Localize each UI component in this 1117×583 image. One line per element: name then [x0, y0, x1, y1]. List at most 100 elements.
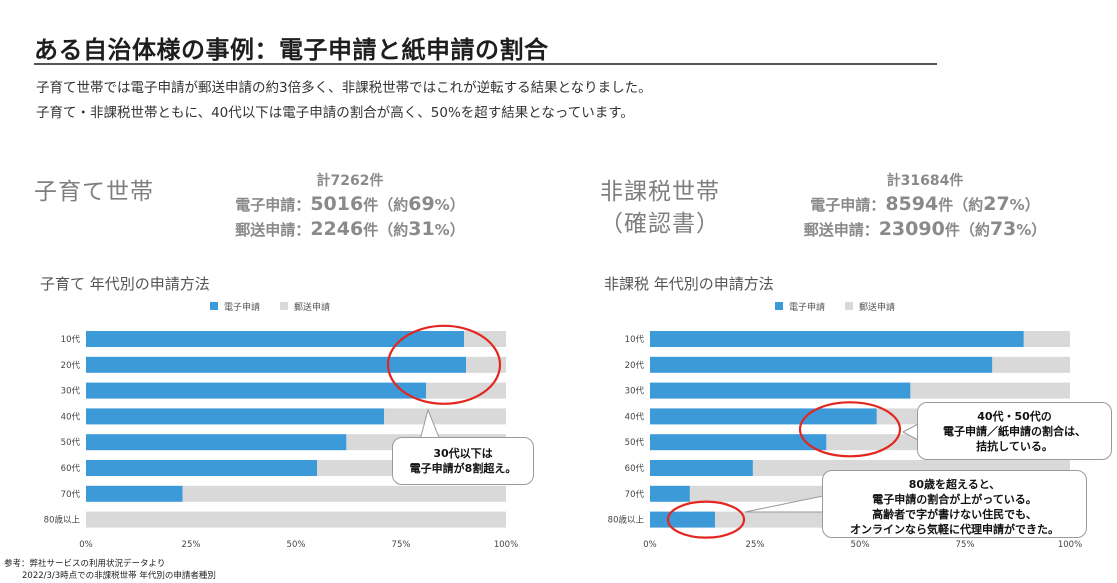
left-electronic-percent: 69 [408, 193, 435, 215]
right-callout-1-line-1: 40代・50代の [977, 410, 1052, 423]
right-bar-0-3 [650, 408, 877, 425]
right-category-label-0: 10代 [625, 334, 645, 345]
description-line-2: 子育て・非課税世帯ともに、40代以下は電子申請の割合が高く、50%を超す結果とな… [36, 105, 634, 121]
right-summary: 計31684件 電子申請：8594件（約27%） 郵送申請：23090件（約73… [795, 170, 1055, 240]
left-xtick-4: 100% [494, 540, 518, 550]
left-category-label-5: 60代 [61, 463, 81, 474]
right-xtick-2: 50% [851, 540, 870, 550]
left-electronic-end: %） [434, 196, 465, 214]
left-mail-count: 2246 [310, 218, 364, 240]
left-group-label: 子育て世帯 [34, 179, 154, 205]
right-group-label: 非課税世帯 （確認書） [600, 176, 720, 240]
right-electronic-stat: 電子申請：8594件（約27%） [795, 193, 1055, 215]
right-bar-0-1 [650, 356, 993, 373]
right-category-label-7: 80歳以上 [608, 515, 645, 526]
right-highlight-ellipse-80plus [666, 500, 746, 539]
left-category-label-2: 30代 [61, 386, 81, 397]
right-bar-0-7 [650, 511, 716, 528]
right-callout-2-line-2: 電子申請の割合が上がっている。 [872, 493, 1037, 506]
left-bar-0-3 [86, 408, 385, 425]
left-bar-1-1 [466, 356, 506, 373]
right-electronic-end: %） [1009, 196, 1040, 214]
left-legend-swatch-1 [280, 302, 288, 310]
right-bar-0-0 [650, 331, 1024, 347]
right-callout-40s-50s: 40代・50代の 電子申請／紙申請の割合は、 拮抗している。 [917, 402, 1112, 460]
left-category-label-1: 20代 [61, 360, 81, 371]
right-group-label-line-2: （確認書） [600, 211, 720, 237]
left-category-label-3: 40代 [61, 411, 81, 422]
left-electronic-label: 電子申請： [235, 196, 311, 214]
left-mail-unit: 件（約 [363, 221, 409, 239]
right-category-label-6: 70代 [625, 489, 645, 500]
right-bar-1-1 [992, 356, 1070, 373]
source-note-line-2: 2022/3/3時点での非課税世帯 年代別の申請者種別 [22, 571, 216, 581]
right-legend-label-1: 郵送申請 [859, 301, 895, 313]
right-mail-unit: 件（約 [944, 221, 990, 239]
right-callout-1-line-2: 電子申請／紙申請の割合は、 [943, 425, 1086, 438]
left-bar-0-1 [86, 356, 467, 373]
left-bar-1-6 [182, 485, 506, 502]
right-mail-stat: 郵送申請：23090件（約73%） [795, 218, 1055, 240]
right-xtick-0: 0% [643, 540, 657, 550]
right-callout-2-line-4: オンラインなら気軽に代理申請ができた。 [850, 523, 1059, 536]
left-summary: 計7262件 電子申請：5016件（約69%） 郵送申請：2246件（約31%） [230, 170, 470, 240]
right-mail-percent: 73 [989, 218, 1017, 240]
right-chart-title: 非課税 年代別の申請方法 [604, 275, 774, 293]
right-bar-0-4 [650, 434, 827, 451]
right-highlight-ellipse-40s-50s [798, 401, 902, 458]
left-xtick-0: 0% [79, 540, 93, 550]
left-callout-line-2: 電子申請が8割超え。 [409, 462, 517, 475]
right-bar-1-2 [910, 382, 1070, 399]
right-xtick-4: 100% [1058, 540, 1082, 550]
left-callout: 30代以下は 電子申請が8割超え。 [392, 437, 534, 485]
left-electronic-unit: 件（約 [363, 196, 409, 214]
left-electronic-stat: 電子申請：5016件（約69%） [230, 193, 470, 215]
left-chart-title: 子育て 年代別の申請方法 [40, 275, 210, 293]
right-legend-swatch-1 [845, 302, 853, 310]
left-electronic-count: 5016 [310, 193, 364, 215]
left-category-label-6: 70代 [61, 489, 81, 500]
left-callout-line-1: 30代以下は [433, 447, 493, 460]
left-xtick-3: 75% [392, 540, 411, 550]
right-electronic-label: 電子申請： [810, 196, 886, 214]
right-category-label-3: 40代 [625, 411, 645, 422]
left-bar-0-0 [86, 331, 464, 347]
source-note-line-1: 参考：弊社サービスの利用状況データより [4, 559, 166, 569]
left-legend-label-0: 電子申請 [224, 301, 260, 313]
right-category-label-2: 30代 [625, 386, 645, 397]
left-legend-swatch-0 [210, 302, 218, 310]
right-bar-1-0 [1023, 331, 1070, 347]
left-bar-0-5 [86, 460, 317, 476]
left-category-label-7: 80歳以上 [44, 515, 81, 526]
left-bar-0-2 [86, 382, 427, 399]
right-total: 計31684件 [886, 173, 964, 189]
left-bar-0-6 [86, 485, 183, 502]
left-mail-end: %） [434, 221, 465, 239]
left-legend-label-1: 郵送申請 [294, 301, 330, 313]
right-electronic-percent: 27 [983, 193, 1010, 215]
right-bar-0-6 [650, 485, 690, 502]
title-underline [34, 63, 937, 65]
right-electronic-unit: 件（約 [938, 196, 984, 214]
left-mail-label: 郵送申請： [235, 221, 311, 239]
left-bar-0-4 [86, 434, 347, 451]
right-xtick-3: 75% [956, 540, 975, 550]
right-category-label-4: 50代 [625, 437, 645, 448]
right-callout-2-line-1: 80歳を超えると、 [908, 478, 1001, 491]
left-bar-1-7 [86, 511, 506, 528]
description-line-1: 子育て世帯では電子申請が郵送申請の約3倍多く、非課税世帯ではこれが逆転する結果と… [36, 80, 652, 96]
right-mail-label: 郵送申請： [803, 221, 879, 239]
right-callout-1-line-3: 拮抗している。 [976, 440, 1053, 453]
right-mail-count: 23090 [878, 218, 945, 240]
right-category-label-5: 60代 [625, 463, 645, 474]
right-group-label-line-1: 非課税世帯 [600, 179, 720, 205]
right-bar-0-5 [650, 460, 753, 476]
right-bar-0-2 [650, 382, 911, 399]
left-xtick-2: 50% [287, 540, 306, 550]
left-category-label-0: 10代 [61, 334, 81, 345]
left-category-label-4: 50代 [61, 437, 81, 448]
left-bar-1-3 [384, 408, 506, 425]
left-total: 計7262件 [316, 173, 384, 189]
left-highlight-ellipse [386, 324, 502, 405]
